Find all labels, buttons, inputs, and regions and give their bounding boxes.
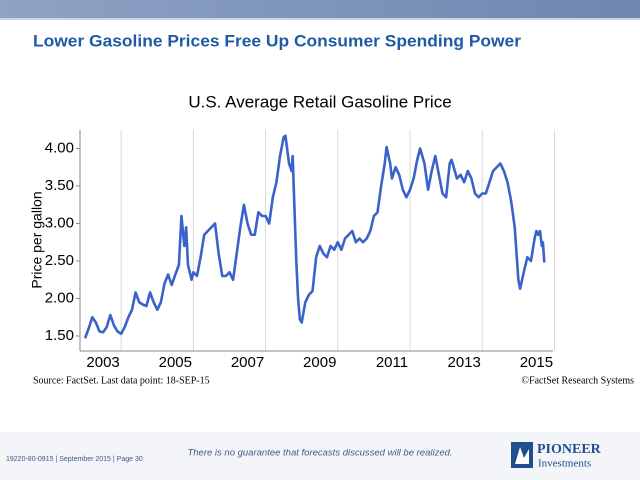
footer-text: 19220-80-0915 | September 2015 | Page 30 (6, 456, 143, 463)
logo: PIONEER Investments (511, 442, 602, 470)
x-tick-label: 2013 (447, 354, 480, 371)
y-tick-label: 2.00 (45, 289, 74, 306)
price-line (83, 134, 546, 339)
chart-title: U.S. Average Retail Gasoline Price (188, 92, 451, 111)
slide-title: Lower Gasoline Prices Free Up Consumer S… (33, 31, 521, 50)
logo-sail (515, 447, 529, 464)
x-tick-label: 2015 (520, 354, 553, 371)
x-tick-label: 2005 (159, 354, 192, 371)
y-axis-label: Price per gallon (29, 191, 45, 288)
x-tick-label: 2009 (303, 354, 336, 371)
logo-name: PIONEER (537, 442, 602, 457)
y-tick-label: 3.50 (45, 177, 74, 194)
disclaimer: There is no guarantee that forecasts dis… (187, 448, 452, 459)
x-tick-label: 2011 (376, 354, 408, 371)
y-tick-label: 1.50 (45, 327, 74, 344)
x-tick-label: 2003 (86, 354, 119, 371)
top-bar-stripe (0, 18, 640, 20)
copyright: ©FactSet Research Systems (521, 375, 634, 386)
y-tick-label: 3.00 (45, 214, 74, 231)
logo-sub: Investments (538, 458, 591, 470)
y-tick-label: 2.50 (45, 252, 74, 269)
y-tick-label: 4.00 (45, 139, 74, 156)
footer-band (0, 432, 640, 480)
source: Source: FactSet. Last data point: 18-SEP… (33, 375, 210, 386)
top-bar (0, 0, 640, 18)
x-tick-label: 2007 (231, 354, 264, 371)
